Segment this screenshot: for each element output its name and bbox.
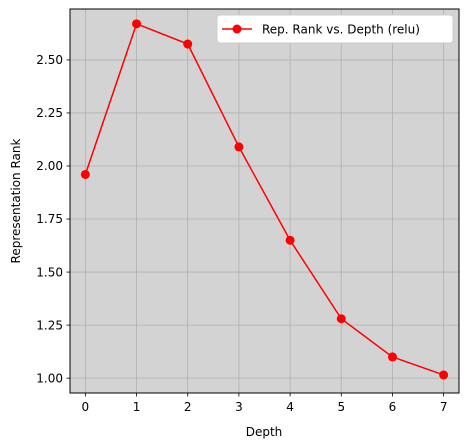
plot-frame	[69, 8, 460, 394]
x-tick-label: 5	[337, 400, 345, 414]
legend-marker-sample	[232, 24, 242, 34]
series-group	[80, 19, 449, 380]
x-tick-label: 1	[133, 400, 141, 414]
data-point	[80, 169, 90, 179]
legend-box	[216, 14, 454, 44]
legend: Rep. Rank vs. Depth (relu)	[216, 14, 454, 44]
plot-background	[70, 9, 459, 393]
y-tick-label: 1.50	[36, 265, 63, 279]
x-axis-ticks: 0 1 2 3 4 5 6 7	[82, 393, 448, 414]
x-tick-label: 0	[82, 400, 90, 414]
y-tick-label: 1.25	[36, 318, 63, 332]
x-tick-label: 3	[235, 400, 243, 414]
data-point	[285, 235, 295, 245]
data-point	[234, 142, 244, 152]
y-tick-label: 2.25	[36, 106, 63, 120]
y-tick-label: 1.00	[36, 371, 63, 385]
x-tick-label: 7	[440, 400, 448, 414]
x-tick-label: 6	[389, 400, 397, 414]
x-axis-label: Depth	[246, 425, 283, 439]
y-tick-label: 2.50	[36, 53, 63, 67]
legend-label: Rep. Rank vs. Depth (relu)	[262, 23, 420, 37]
y-axis-label: Representation Rank	[9, 138, 23, 263]
y-axis-ticks: 1.00 1.25 1.50 1.75 2.00 2.25 2.50	[36, 53, 70, 385]
data-point	[387, 352, 397, 362]
data-point	[336, 314, 346, 324]
x-tick-label: 4	[286, 400, 294, 414]
series-line	[84, 23, 444, 376]
grid	[70, 9, 459, 393]
data-point	[439, 370, 449, 380]
y-tick-label: 2.00	[36, 159, 63, 173]
x-tick-label: 2	[184, 400, 192, 414]
data-point	[183, 39, 193, 49]
data-point	[132, 19, 142, 29]
y-tick-label: 1.75	[36, 212, 63, 226]
